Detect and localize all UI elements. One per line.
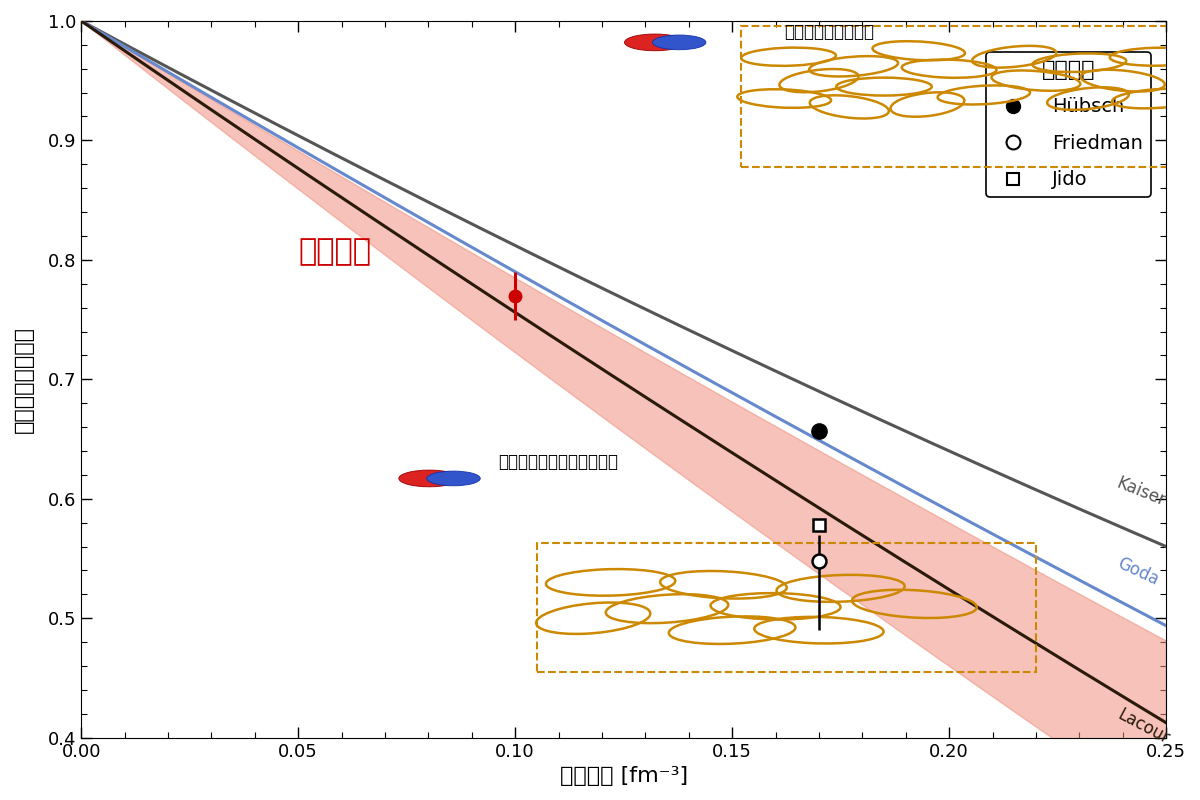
Bar (536, 543, 1036, 672)
Circle shape (427, 471, 480, 486)
Y-axis label: クォーク凝縮密度: クォーク凝縮密度 (14, 326, 34, 433)
X-axis label: 物質密度 [fm⁻³]: 物質密度 [fm⁻³] (559, 766, 688, 786)
Text: 実験結果: 実験結果 (298, 237, 371, 266)
Text: クォーク凝縮が多い: クォーク凝縮が多い (785, 23, 875, 42)
Legend: Hübsch, Friedman, Jido: Hübsch, Friedman, Jido (986, 52, 1151, 197)
Bar (740, 26, 1200, 166)
Circle shape (653, 35, 706, 50)
Circle shape (624, 34, 685, 50)
Text: Goda: Goda (1114, 554, 1162, 589)
Text: Kaiser: Kaiser (1114, 474, 1169, 510)
Text: クォーク凝縮が減っている: クォーク凝縮が減っている (498, 454, 618, 471)
Text: Lacour: Lacour (1114, 706, 1172, 748)
Circle shape (398, 470, 460, 487)
